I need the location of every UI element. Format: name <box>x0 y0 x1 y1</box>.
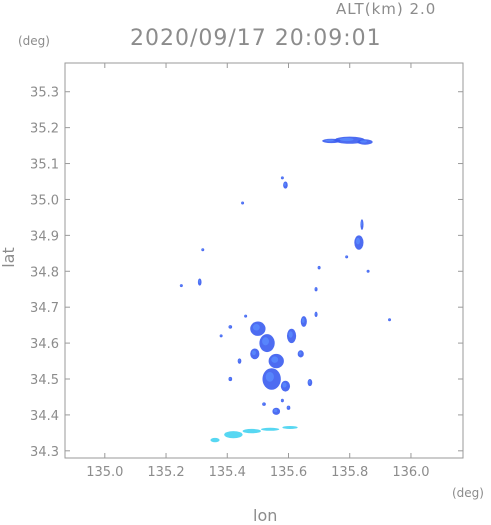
echo-core-15 <box>388 318 390 321</box>
y-tick-label-7: 34.6 <box>30 337 59 352</box>
echo-core-32 <box>273 408 278 413</box>
y-tick-label-6: 34.7 <box>30 301 59 316</box>
echo-core-9 <box>355 237 361 245</box>
echo-core-33 <box>287 406 289 409</box>
echo-core-17 <box>229 325 231 328</box>
echo-core-3 <box>283 182 287 186</box>
echo-core-18 <box>220 334 222 337</box>
altitude-label: ALT(km) 2.0 <box>336 0 437 18</box>
echo-core-13 <box>318 266 320 269</box>
y-tick-label-4: 34.9 <box>30 229 59 244</box>
y-tick-label-8: 34.5 <box>30 373 59 388</box>
echo-layer <box>179 136 392 443</box>
echo-core-10 <box>360 221 363 226</box>
coastal-echo-2 <box>242 428 261 434</box>
x-axis-ticks: 135.0 135.2 135.4 135.6 135.8 136.0 <box>86 63 430 480</box>
echo-core-34 <box>262 402 265 405</box>
x-axis-label: lon <box>253 506 278 525</box>
echo-core-1 <box>325 139 334 142</box>
echo-core-26 <box>301 318 305 323</box>
y-tick-label-2: 35.1 <box>30 158 59 173</box>
echo-core-21 <box>271 356 279 363</box>
echo-core-28 <box>308 380 311 384</box>
echo-core-8 <box>198 279 201 283</box>
echo-core-22 <box>265 371 274 382</box>
echo-core-19 <box>252 324 260 331</box>
y-tick-label-5: 34.8 <box>30 265 59 280</box>
y-tick-label-9: 34.4 <box>30 409 59 424</box>
timestamp-label: 2020/09/17 20:09:01 <box>130 26 382 51</box>
y-tick-label-0: 35.3 <box>30 86 59 101</box>
x-tick-label-4: 135.8 <box>331 465 368 480</box>
plot-frame <box>64 62 464 459</box>
echo-core-24 <box>251 350 256 356</box>
y-unit-label: (deg) <box>18 34 50 48</box>
coastal-echo-4 <box>282 425 298 429</box>
echo-core-6 <box>201 248 204 251</box>
echo-core-16 <box>244 315 247 317</box>
coastal-echo-0 <box>210 437 220 443</box>
x-tick-label-0: 135.0 <box>86 465 123 480</box>
echo-core-31 <box>229 377 231 380</box>
echo-core-29 <box>315 312 317 316</box>
echo-core-12 <box>367 270 369 272</box>
echo-core-23 <box>282 382 287 388</box>
x-tick-label-2: 135.4 <box>209 465 246 480</box>
echo-core-2 <box>360 140 367 143</box>
x-tick-label-3: 135.6 <box>270 465 307 480</box>
x-tick-label-5: 136.0 <box>392 465 429 480</box>
coastal-echo-1 <box>224 431 243 439</box>
echo-core-5 <box>241 202 243 204</box>
echo-core-27 <box>298 351 302 355</box>
echo-core-7 <box>180 284 182 287</box>
y-tick-label-10: 34.3 <box>30 445 59 460</box>
coastal-echo-3 <box>260 427 280 431</box>
echo-core-0 <box>339 137 354 142</box>
y-tick-label-1: 35.2 <box>30 122 59 137</box>
echo-core-14 <box>315 287 317 290</box>
echo-core-11 <box>345 255 348 258</box>
x-tick-label-1: 135.2 <box>147 465 184 480</box>
echo-core-20 <box>262 337 269 346</box>
echo-core-30 <box>238 359 240 362</box>
x-unit-label: (deg) <box>452 486 484 500</box>
echo-core-4 <box>281 176 283 179</box>
echo-core-25 <box>288 331 293 338</box>
echo-core-35 <box>281 399 283 401</box>
y-tick-label-3: 35.0 <box>30 193 59 208</box>
y-axis-ticks: 35.3 35.2 35.1 35.0 34.9 34.8 34.7 34.6 34.5 34.4… <box>30 86 463 460</box>
